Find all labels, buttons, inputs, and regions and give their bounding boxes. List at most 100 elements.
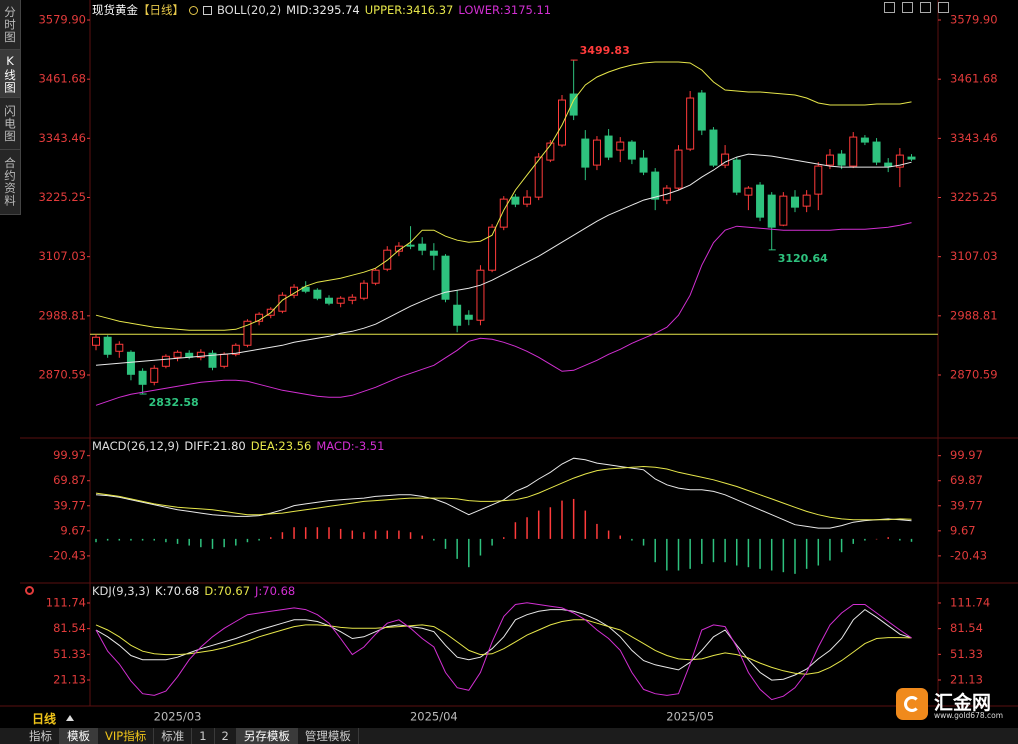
indicator: KDJ(9,3,3) bbox=[92, 584, 151, 598]
macd-bar bbox=[747, 538, 750, 568]
side-tab[interactable]: 闪电图 bbox=[0, 98, 20, 150]
y-tick-label: 3107.03 bbox=[38, 249, 86, 263]
period-arrow[interactable] bbox=[66, 715, 74, 721]
footer-tab[interactable]: 2 bbox=[215, 728, 237, 744]
candle-body bbox=[907, 156, 916, 160]
side-tab[interactable]: K线图 bbox=[0, 50, 20, 98]
candle-body bbox=[325, 297, 333, 304]
macd-bar bbox=[596, 523, 598, 539]
footer-tab[interactable]: VIP指标 bbox=[98, 728, 155, 744]
y-tick-label: 111.74 bbox=[950, 595, 990, 609]
candle-body bbox=[150, 367, 159, 383]
y-tick-label: 3343.46 bbox=[38, 131, 86, 145]
kdj-icon[interactable] bbox=[25, 586, 34, 595]
candle-body bbox=[208, 352, 217, 368]
macd-bar bbox=[328, 527, 330, 539]
indicator-icon[interactable] bbox=[203, 5, 212, 15]
candle-body bbox=[359, 282, 368, 299]
legend-entry: MID:3295.74 bbox=[286, 3, 360, 17]
macd-bar bbox=[363, 532, 365, 539]
indicator: MACD(26,12,9) bbox=[92, 439, 180, 453]
macd-bar bbox=[374, 530, 377, 539]
candle-body bbox=[709, 129, 718, 166]
footer-tab[interactable]: 指标 bbox=[22, 728, 60, 744]
macd-bar bbox=[910, 538, 913, 542]
candle-body bbox=[651, 171, 660, 200]
y-tick-label: 69.87 bbox=[950, 473, 983, 487]
candle-body bbox=[371, 269, 380, 284]
indicator-line bbox=[95, 61, 912, 331]
side-tab[interactable]: 合约资料 bbox=[0, 150, 20, 215]
logo-name: 汇金网 bbox=[934, 692, 992, 714]
y-tick-label: 3225.25 bbox=[38, 190, 86, 204]
candle-body bbox=[173, 351, 182, 358]
footer-tab[interactable]: 1 bbox=[192, 728, 215, 744]
macd-bar bbox=[281, 532, 284, 539]
side-tab[interactable]: 分时图 bbox=[0, 0, 20, 50]
candle-body bbox=[336, 297, 345, 304]
candle-body bbox=[126, 351, 135, 375]
indicator: BOLL(20,2) bbox=[217, 3, 282, 17]
add-icon[interactable] bbox=[189, 5, 198, 15]
macd-bar bbox=[386, 530, 388, 539]
candle-body bbox=[674, 149, 683, 189]
legend-entry: MACD:-3.51 bbox=[316, 439, 385, 453]
candle-body bbox=[884, 162, 893, 167]
sidebar: 分时图 K线图 闪电图 合约资料 bbox=[0, 0, 21, 215]
candle-body bbox=[732, 159, 741, 193]
candle-body bbox=[592, 139, 601, 166]
footer-tab[interactable]: 模板 bbox=[60, 728, 98, 744]
period: 【日线】 bbox=[138, 3, 184, 17]
candle-body bbox=[686, 97, 695, 150]
candle-body bbox=[231, 344, 240, 355]
footer-tab[interactable]: 另存模板 bbox=[236, 728, 298, 744]
macd-bar bbox=[852, 538, 854, 544]
macd-bar bbox=[165, 538, 167, 543]
candle-body bbox=[849, 136, 858, 167]
control-icon[interactable] bbox=[920, 2, 931, 13]
macd-bar bbox=[794, 538, 796, 574]
macd-bar bbox=[805, 538, 808, 569]
candle-body bbox=[476, 269, 485, 321]
candle-body bbox=[103, 336, 112, 355]
footer-tab[interactable]: 标准 bbox=[154, 728, 193, 744]
macd-bar bbox=[351, 530, 354, 539]
control-icon[interactable] bbox=[884, 2, 895, 13]
macd-bar bbox=[130, 538, 132, 541]
candle-body bbox=[837, 153, 846, 166]
candle-body bbox=[569, 93, 578, 116]
macd-bar bbox=[899, 538, 901, 541]
macd-bar bbox=[666, 538, 668, 571]
candle-body bbox=[639, 157, 648, 173]
macd-bar bbox=[456, 538, 458, 559]
macd-bar bbox=[398, 530, 400, 539]
candle-body bbox=[697, 92, 706, 131]
indicator-line bbox=[95, 608, 912, 681]
candle-body bbox=[581, 138, 590, 168]
macd-bar bbox=[759, 538, 761, 569]
candle-body bbox=[802, 194, 811, 207]
period-selector[interactable]: 日线 bbox=[32, 712, 57, 726]
footer-tab[interactable]: 管理模板 bbox=[298, 728, 359, 744]
control-icon[interactable] bbox=[938, 2, 949, 13]
x-tick-label: 2025/03 bbox=[154, 710, 202, 724]
candle-body bbox=[616, 141, 625, 151]
y-tick-label: 9.67 bbox=[950, 523, 976, 537]
candle-body bbox=[464, 314, 473, 320]
candle-body bbox=[767, 194, 776, 228]
low-label: 2832.58 bbox=[149, 396, 199, 409]
legend-entry: J:70.68 bbox=[255, 584, 296, 598]
candle-body bbox=[814, 165, 823, 195]
candle-body bbox=[558, 99, 566, 146]
macd-bar bbox=[176, 538, 179, 544]
macd-bar bbox=[235, 538, 237, 546]
control-icon[interactable] bbox=[902, 2, 913, 13]
candle-body bbox=[721, 153, 730, 166]
logo: 汇金网 www.gold678.com bbox=[896, 688, 1014, 722]
macd-bar bbox=[514, 522, 517, 539]
candle-body bbox=[523, 196, 532, 205]
macd-bar bbox=[677, 538, 680, 571]
macd-bar bbox=[829, 538, 831, 561]
macd-bar bbox=[631, 538, 633, 541]
